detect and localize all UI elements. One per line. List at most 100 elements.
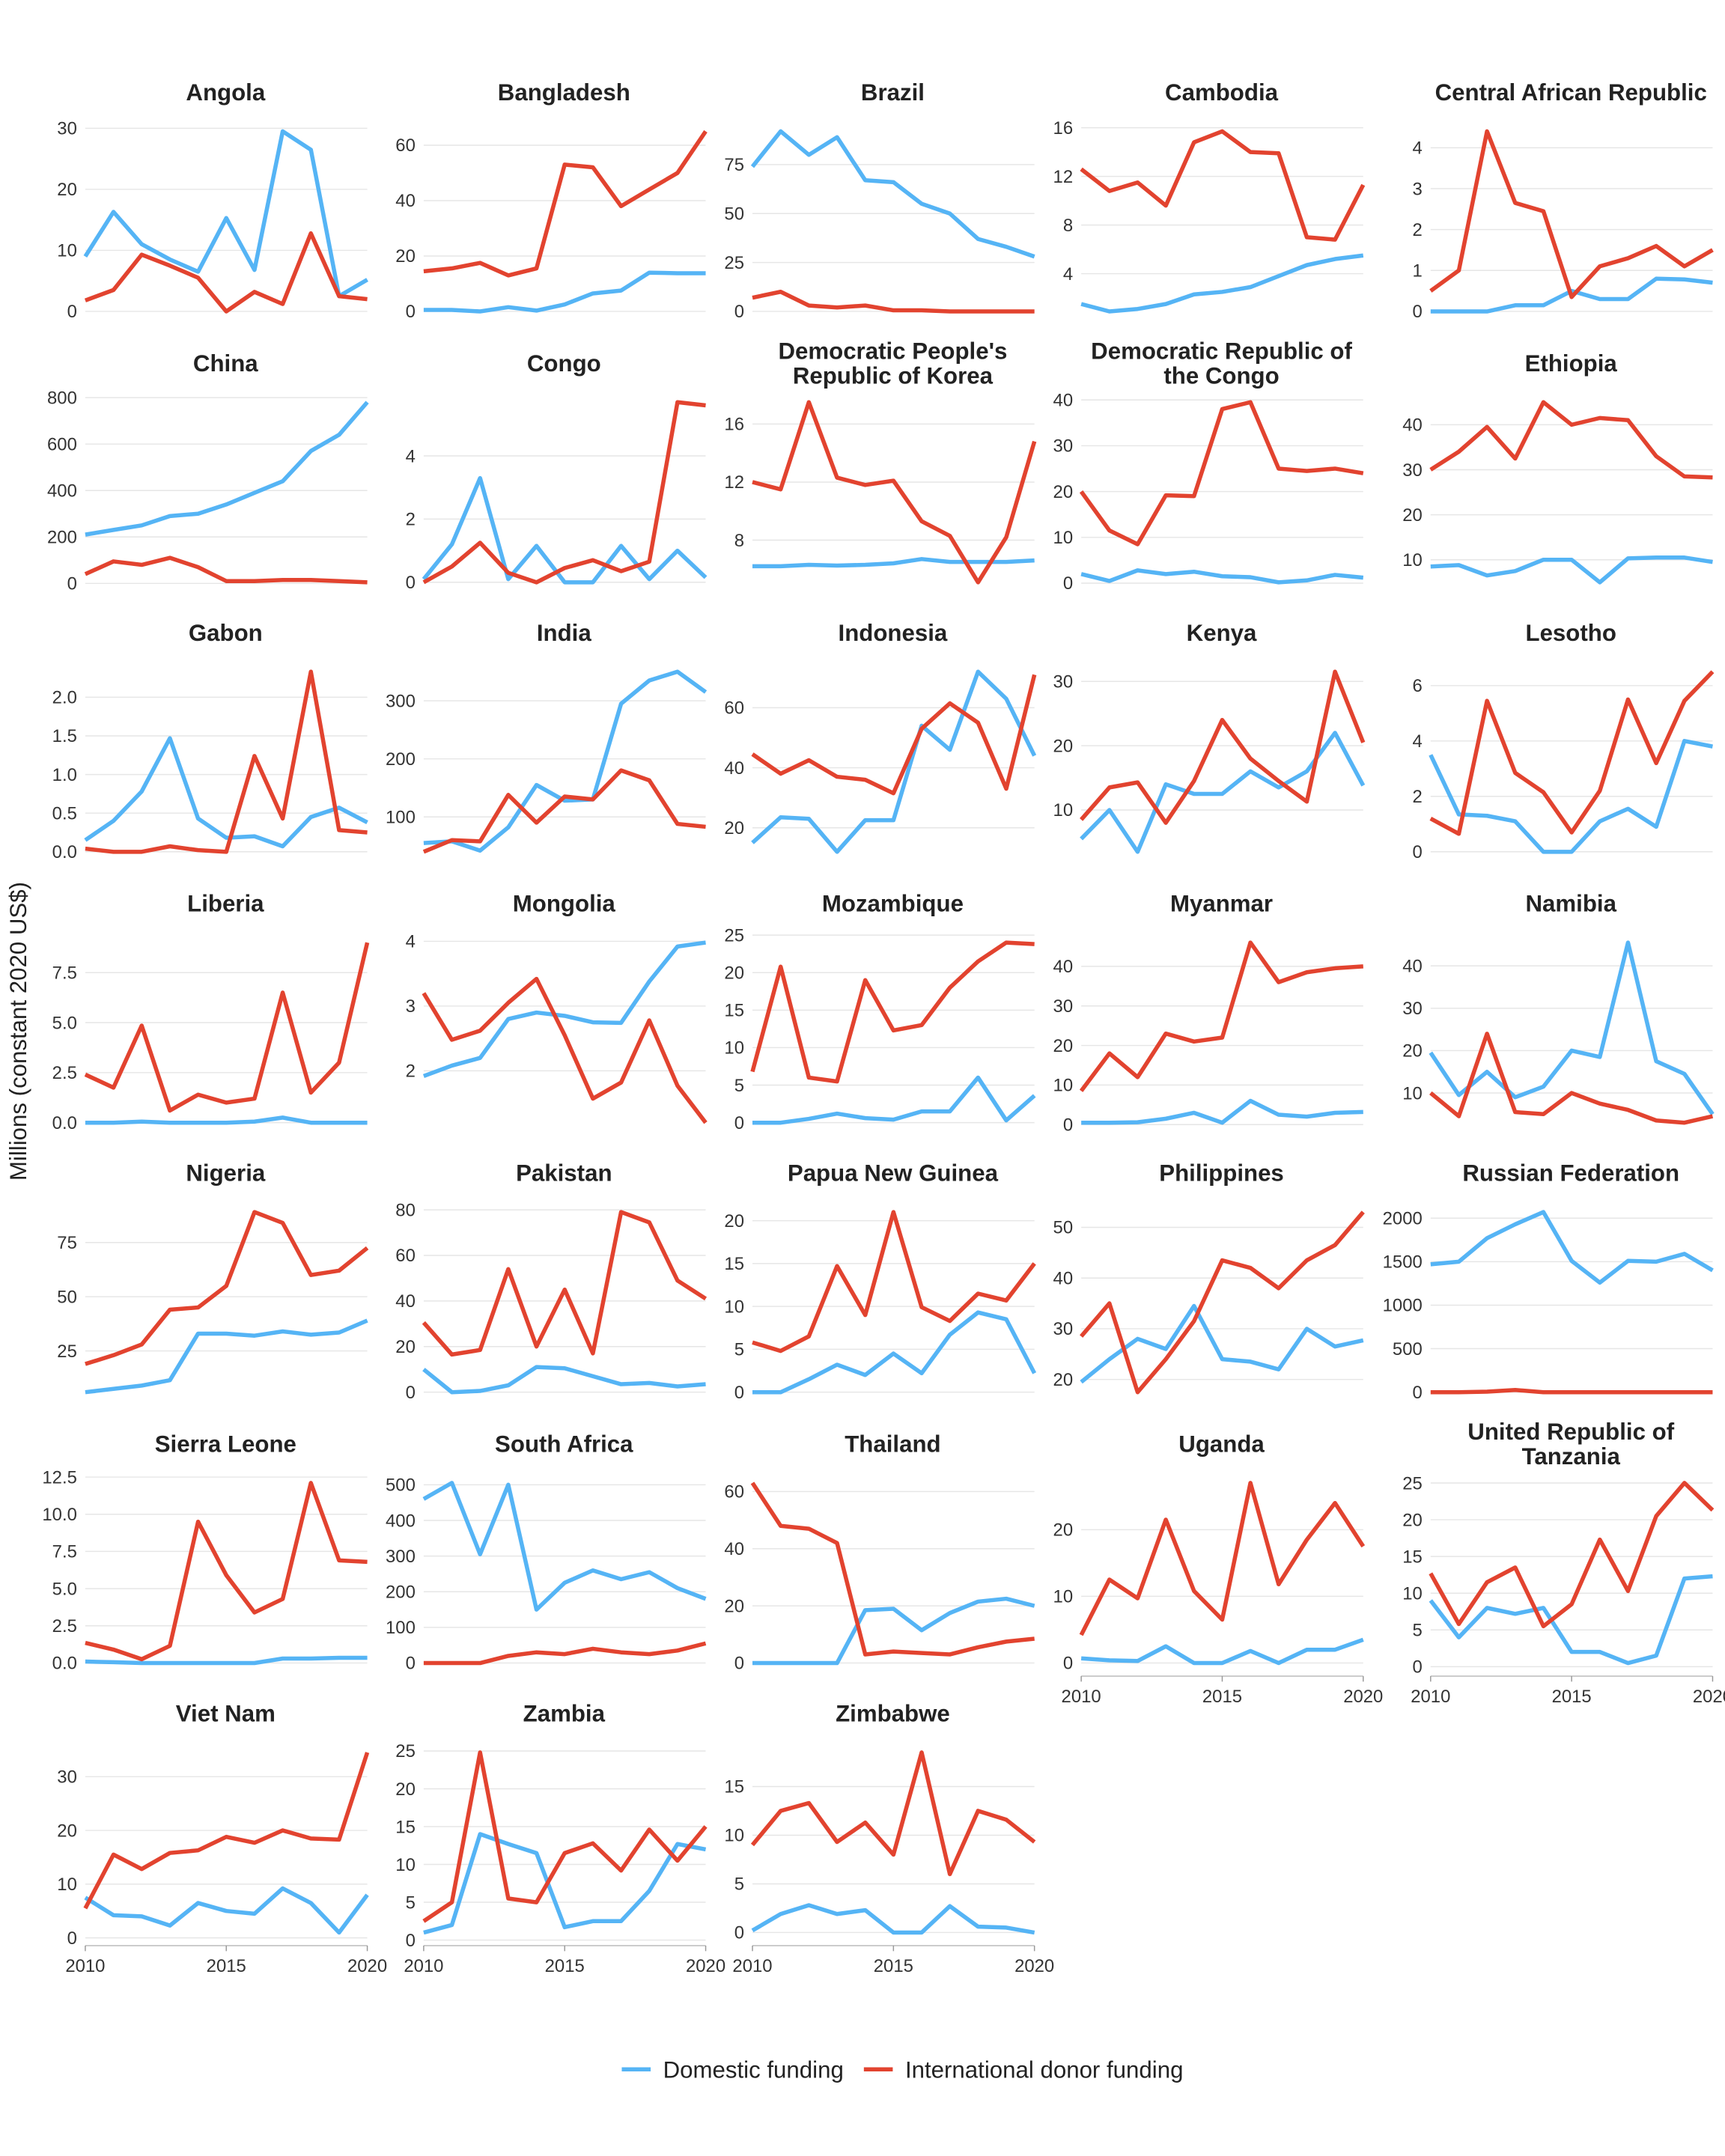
panel-title: Nigeria bbox=[186, 1160, 265, 1187]
international-funding-line bbox=[1429, 1481, 1715, 1629]
panel-title: Congo bbox=[527, 350, 601, 377]
y-tick-label: 15 bbox=[395, 1817, 416, 1837]
y-tick-label: 3 bbox=[1413, 179, 1423, 199]
panel-title: Gabon bbox=[189, 620, 263, 646]
panel-title: Lesotho bbox=[1526, 620, 1616, 646]
y-tick-label: 400 bbox=[47, 481, 77, 501]
y-tick-label: 0 bbox=[1063, 1654, 1073, 1674]
panel-title: Myanmar bbox=[1170, 891, 1273, 917]
y-tick-label: 10 bbox=[57, 1875, 77, 1895]
domestic-funding-line bbox=[422, 475, 708, 585]
international-funding-line bbox=[84, 942, 370, 1113]
panel: Uganda 0 10 20 2010 2015 2020 bbox=[1053, 1431, 1384, 1707]
international-funding-line bbox=[750, 940, 1035, 1084]
y-tick-label: 400 bbox=[386, 1511, 416, 1531]
y-tick-label: 0.0 bbox=[52, 1654, 77, 1674]
y-tick-label: 0 bbox=[1413, 302, 1423, 322]
panel-title: Viet Nam bbox=[176, 1701, 276, 1727]
y-tick-label: 0 bbox=[406, 302, 416, 322]
panel: Namibia 10 20 30 40 bbox=[1402, 891, 1715, 1125]
panel: Liberia 0.0 2.5 5.0 7.5 bbox=[52, 891, 370, 1133]
x-tick-label: 2020 bbox=[347, 1956, 387, 1976]
y-tick-label: 1000 bbox=[1383, 1296, 1423, 1316]
y-tick-label: 800 bbox=[47, 388, 77, 408]
international-funding-line bbox=[423, 130, 708, 278]
y-tick-label: 30 bbox=[1053, 1319, 1074, 1339]
y-tick-label: 4 bbox=[1413, 731, 1423, 752]
panel: Brazil 0 25 50 75 bbox=[724, 79, 1035, 322]
y-tick-label: 15 bbox=[1402, 1547, 1423, 1567]
y-tick-label: 15 bbox=[724, 1777, 744, 1797]
y-tick-label: 300 bbox=[386, 1547, 416, 1567]
x-tick-label: 2015 bbox=[545, 1956, 585, 1976]
y-tick-label: 25 bbox=[1402, 1473, 1423, 1493]
domestic-funding-line bbox=[83, 129, 368, 299]
y-tick-label: 60 bbox=[724, 698, 744, 719]
y-tick-label: 2000 bbox=[1383, 1209, 1423, 1229]
domestic-funding-line bbox=[1080, 1637, 1364, 1666]
international-funding-line bbox=[422, 400, 706, 585]
panel: Congo 0 2 4 bbox=[406, 350, 708, 593]
y-tick-label: 0.0 bbox=[52, 1113, 77, 1133]
x-tick-label: 2020 bbox=[1693, 1687, 1725, 1707]
panel: South Africa 0 100 200 300 400 500 bbox=[386, 1431, 707, 1674]
x-tick-label: 2020 bbox=[1343, 1687, 1383, 1707]
domestic-funding-line bbox=[1429, 1574, 1713, 1666]
domestic-funding-line bbox=[751, 669, 1037, 854]
y-tick-label: 4 bbox=[406, 446, 416, 466]
domestic-funding-line bbox=[423, 1832, 707, 1935]
international-funding-line bbox=[1429, 400, 1713, 480]
y-tick-label: 20 bbox=[1053, 736, 1074, 756]
panel: Bangladesh 0 20 40 60 bbox=[395, 79, 708, 322]
panel-title: Indonesia bbox=[839, 620, 948, 646]
domestic-funding-line bbox=[422, 1481, 707, 1612]
y-tick-label: 25 bbox=[57, 1342, 77, 1362]
y-tick-label: 5.0 bbox=[52, 1579, 77, 1599]
domestic-funding-line bbox=[84, 736, 368, 849]
y-tick-label: 8 bbox=[734, 531, 744, 551]
y-tick-label: 50 bbox=[57, 1287, 77, 1307]
y-tick-label: 30 bbox=[1053, 996, 1074, 1017]
panel-title: Mozambique bbox=[822, 891, 964, 917]
y-tick-label: 0 bbox=[734, 1654, 744, 1674]
y-tick-label: 10.0 bbox=[42, 1505, 76, 1525]
international-funding-line bbox=[1429, 670, 1715, 836]
panel-title: Zimbabwe bbox=[836, 1701, 950, 1727]
domestic-funding-line bbox=[1080, 253, 1364, 314]
panel: Indonesia 20 40 60 bbox=[724, 620, 1037, 854]
y-tick-label: 20 bbox=[395, 246, 416, 267]
y-tick-label: 0.0 bbox=[52, 842, 77, 862]
panel-title: Liberia bbox=[187, 891, 264, 917]
y-tick-label: 0 bbox=[1413, 1383, 1423, 1403]
y-tick-label: 20 bbox=[1402, 505, 1423, 526]
y-tick-label: 5 bbox=[734, 1076, 744, 1096]
y-tick-label: 30 bbox=[1053, 672, 1074, 692]
y-tick-label: 100 bbox=[386, 808, 416, 828]
international-funding-line bbox=[85, 1210, 369, 1366]
y-tick-label: 0 bbox=[734, 1923, 744, 1943]
y-tick-label: 10 bbox=[724, 1826, 744, 1846]
panel-title: Pakistan bbox=[516, 1160, 612, 1187]
y-tick-label: 8 bbox=[1063, 216, 1073, 236]
y-tick-label: 10 bbox=[1053, 1587, 1074, 1607]
panel: India 100 200 300 bbox=[386, 620, 708, 854]
panel: Philippines 20 30 40 50 bbox=[1053, 1160, 1365, 1395]
y-tick-label: 200 bbox=[386, 1582, 416, 1602]
y-tick-label: 0 bbox=[406, 1383, 416, 1403]
domestic-funding-line bbox=[750, 129, 1035, 259]
international-funding-line bbox=[751, 674, 1037, 796]
panel-title: Mongolia bbox=[513, 891, 616, 917]
x-tick-label: 2010 bbox=[1062, 1687, 1101, 1707]
domestic-funding-line bbox=[85, 1115, 368, 1125]
y-tick-label: 2 bbox=[406, 510, 416, 530]
y-tick-label: 10 bbox=[57, 241, 77, 261]
legend-label-international: International donor funding bbox=[905, 2056, 1184, 2083]
y-tick-label: 40 bbox=[395, 1291, 416, 1312]
y-tick-label: 20 bbox=[1402, 1510, 1423, 1530]
y-tick-label: 60 bbox=[724, 1482, 744, 1502]
domestic-funding-line bbox=[1430, 555, 1713, 585]
y-tick-label: 20 bbox=[1053, 1036, 1074, 1056]
y-tick-label: 0 bbox=[67, 1928, 77, 1949]
panel-title: Tanzania bbox=[1522, 1443, 1621, 1470]
y-tick-label: 12 bbox=[724, 472, 744, 493]
